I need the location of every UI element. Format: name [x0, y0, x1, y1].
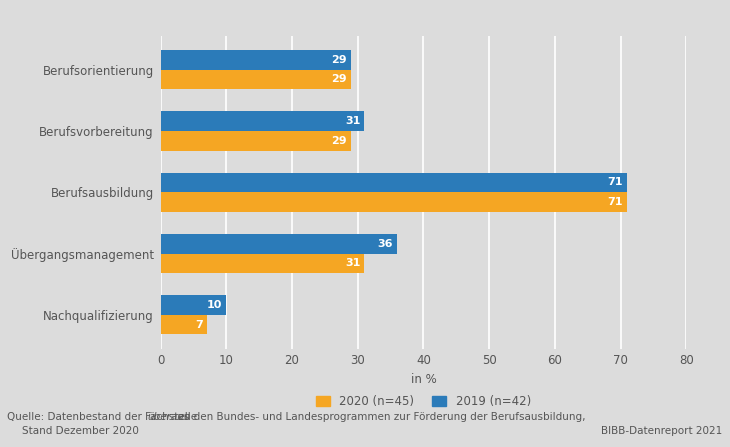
- Bar: [161, 315, 207, 334]
- Text: 71: 71: [607, 177, 623, 187]
- Bar: [161, 70, 351, 89]
- Bar: [161, 253, 364, 273]
- Bar: [161, 234, 397, 253]
- Text: 10: 10: [207, 300, 223, 310]
- Text: 31: 31: [345, 116, 361, 126]
- Text: 29: 29: [331, 55, 347, 65]
- Text: 29: 29: [331, 136, 347, 146]
- Bar: [161, 131, 351, 151]
- Text: 7: 7: [195, 320, 203, 329]
- Text: zu den Bundes- und Landesprogrammen zur Förderung der Berufsausbildung,: zu den Bundes- und Landesprogrammen zur …: [175, 413, 585, 422]
- Legend: 2020 (n=45), 2019 (n=42): 2020 (n=45), 2019 (n=42): [316, 395, 531, 408]
- Text: 36: 36: [377, 239, 393, 249]
- Text: BIBB-Datenreport 2021: BIBB-Datenreport 2021: [602, 426, 723, 436]
- Text: 71: 71: [607, 197, 623, 207]
- Bar: [161, 111, 364, 131]
- Bar: [161, 50, 351, 70]
- Bar: [161, 173, 627, 192]
- Text: 31: 31: [345, 258, 361, 268]
- Text: 29: 29: [331, 74, 347, 84]
- Text: Quelle: Datenbestand der Fachstelle: Quelle: Datenbestand der Fachstelle: [7, 413, 201, 422]
- Text: Stand Dezember 2020: Stand Dezember 2020: [22, 426, 139, 436]
- Text: überaus: überaus: [147, 413, 190, 422]
- Bar: [161, 295, 226, 315]
- Bar: [161, 192, 627, 212]
- X-axis label: in %: in %: [410, 373, 437, 386]
